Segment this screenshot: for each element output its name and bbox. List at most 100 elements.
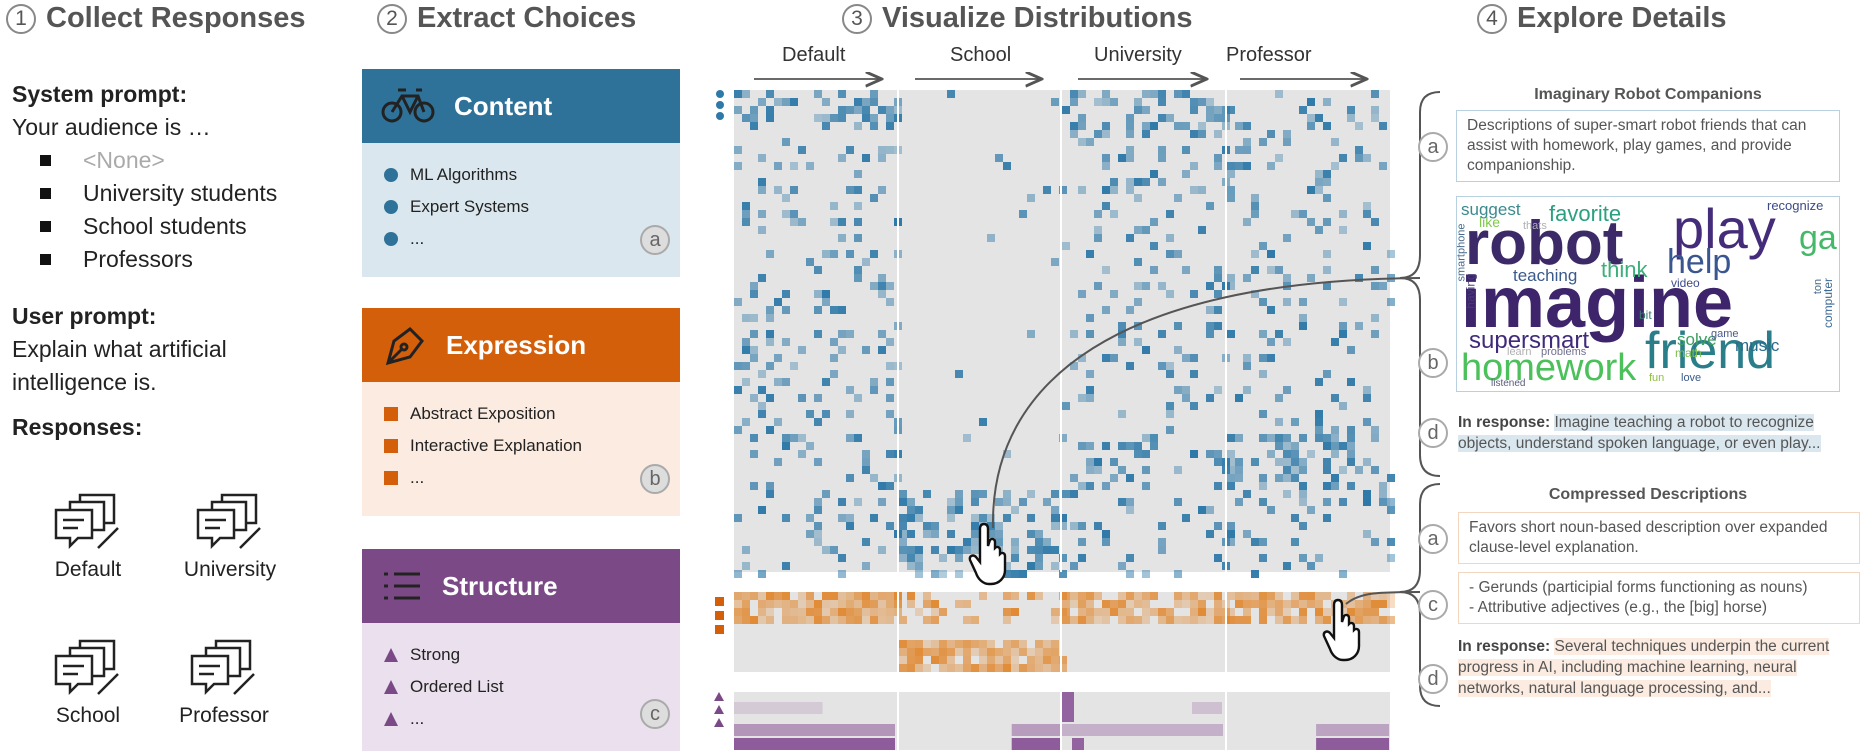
content-cell — [862, 346, 870, 354]
content-cell — [1299, 314, 1307, 322]
expression-cell — [939, 656, 947, 664]
content-cell — [1307, 98, 1315, 106]
expression-cell — [899, 648, 907, 656]
expression-cell — [1283, 616, 1291, 624]
content-cell — [1027, 514, 1035, 522]
content-cell — [1363, 386, 1371, 394]
expression-cell — [1003, 664, 1011, 672]
content-cell — [798, 434, 806, 442]
content-cell — [1078, 354, 1086, 362]
expression-cell — [830, 616, 838, 624]
content-cell — [814, 290, 822, 298]
expression-cell — [1003, 648, 1011, 656]
expression-cell — [1259, 592, 1267, 600]
collect-panel: System prompt: Your audience is … <None>… — [12, 78, 352, 444]
content-cell — [1315, 434, 1323, 442]
content-cell — [862, 258, 870, 266]
expression-cell — [963, 616, 971, 624]
content-cell — [1371, 426, 1379, 434]
content-cell — [1251, 290, 1259, 298]
content-cell — [1166, 250, 1174, 258]
content-cell — [1070, 474, 1078, 482]
expression-cell — [1027, 592, 1035, 600]
content-cell — [750, 434, 758, 442]
expression-cell — [1198, 592, 1206, 600]
expression-cell — [806, 616, 814, 624]
content-cell — [782, 210, 790, 218]
expression-cell — [742, 600, 750, 608]
content-cell — [1086, 314, 1094, 322]
content-cell — [1086, 138, 1094, 146]
expression-cell — [886, 616, 894, 624]
content-cell — [1214, 458, 1222, 466]
content-cell — [995, 538, 1003, 546]
expression-cell — [742, 616, 750, 624]
content-cell — [1102, 482, 1110, 490]
content-cell — [1315, 426, 1323, 434]
content-cell — [947, 498, 955, 506]
content-cell — [1070, 562, 1078, 570]
expression-cell — [1198, 608, 1206, 616]
content-cell — [1094, 234, 1102, 242]
column-header-university: University — [1094, 44, 1182, 66]
expression-cell — [1070, 616, 1078, 624]
content-cell — [774, 162, 782, 170]
expression-cell — [1011, 648, 1019, 656]
content-cell — [1214, 274, 1222, 282]
chat-stack-icon — [196, 493, 261, 550]
content-cell — [734, 162, 742, 170]
expression-cell — [971, 664, 979, 672]
expression-cell — [1027, 648, 1035, 656]
expression-cell — [923, 616, 931, 624]
step-label: Explore Details — [1517, 2, 1727, 34]
content-cell — [798, 146, 806, 154]
content-cell — [1198, 98, 1206, 106]
expression-cell — [1235, 592, 1243, 600]
content-cell — [1078, 290, 1086, 298]
expression-cell — [963, 600, 971, 608]
content-cell — [1118, 442, 1126, 450]
content-cell — [1019, 498, 1027, 506]
content-cell — [1235, 146, 1243, 154]
expression-cell — [931, 656, 939, 664]
content-cell — [1078, 186, 1086, 194]
expression-cell — [1158, 616, 1166, 624]
content-cell — [1110, 178, 1118, 186]
expression-cell — [1003, 656, 1011, 664]
content-cell — [1227, 482, 1235, 490]
expression-cell — [1387, 592, 1395, 600]
content-cell — [830, 546, 838, 554]
expression-cell — [1347, 592, 1355, 600]
step-title-2: 2 Extract Choices — [377, 2, 636, 35]
content-cell — [750, 330, 758, 338]
content-cell — [1259, 410, 1267, 418]
content-cell — [1035, 530, 1043, 538]
content-cell — [886, 378, 894, 386]
content-cell — [979, 522, 987, 530]
content-cell — [1190, 402, 1198, 410]
content-cell — [870, 386, 878, 394]
pen-nib-icon — [385, 327, 424, 366]
expression-cell — [955, 664, 963, 672]
expression-cell — [782, 592, 790, 600]
content-cell — [862, 466, 870, 474]
content-cell — [1227, 274, 1235, 282]
content-cell — [1003, 562, 1011, 570]
content-cell — [1227, 522, 1235, 530]
content-cell — [1315, 178, 1323, 186]
content-cell — [1315, 554, 1323, 562]
expression-cell — [1118, 600, 1126, 608]
content-cell — [1126, 570, 1134, 578]
content-cell — [1094, 210, 1102, 218]
response-school: School — [28, 638, 148, 728]
content-cell — [1035, 554, 1043, 562]
content-cell — [742, 314, 750, 322]
content-cell — [1259, 298, 1267, 306]
response-label: Professor — [179, 704, 269, 727]
expression-cell — [742, 608, 750, 616]
content-cell — [1363, 498, 1371, 506]
expression-cell — [838, 592, 846, 600]
content-cell — [742, 338, 750, 346]
expression-cell — [1142, 600, 1150, 608]
content-cell — [1307, 562, 1315, 570]
